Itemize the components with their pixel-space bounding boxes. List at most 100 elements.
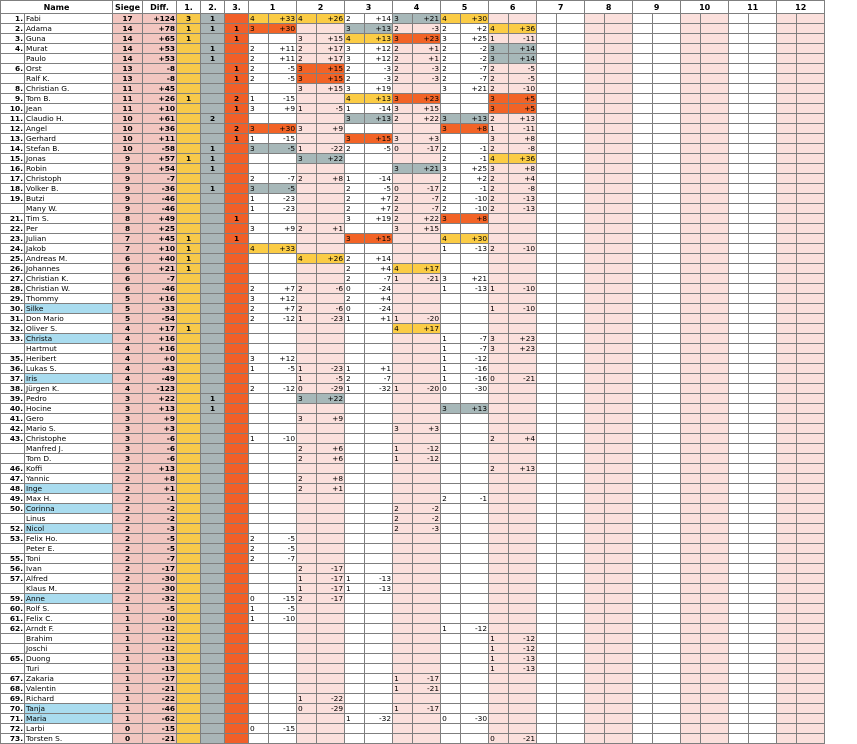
- diff-cell: +45: [142, 233, 178, 244]
- game-3-diff: -3: [364, 73, 394, 84]
- game-3-wins: 2: [344, 193, 366, 204]
- game-8-diff: [604, 323, 634, 334]
- game-12-wins: [776, 423, 798, 434]
- game-8-diff: [604, 343, 634, 354]
- game-10-diff: [700, 123, 730, 134]
- game-7-diff: [556, 733, 586, 744]
- first-place-count: [176, 183, 202, 194]
- game-9-diff: [652, 473, 682, 484]
- game-1-wins: 1: [248, 93, 270, 104]
- game-7-diff: [556, 203, 586, 214]
- game-2-wins: [296, 423, 318, 434]
- game-3-wins: 3: [344, 53, 366, 64]
- second-place-count: [200, 223, 226, 234]
- first-place-count: [176, 533, 202, 544]
- game-2-diff: [316, 273, 346, 284]
- game-11-wins: [728, 443, 750, 454]
- game-10-wins: [680, 153, 702, 164]
- game-5-diff: [460, 103, 490, 114]
- game-1-diff: [268, 213, 298, 224]
- wins-cell: 1: [112, 703, 144, 714]
- game-8-diff: [604, 393, 634, 404]
- game-3-wins: 3: [344, 113, 366, 124]
- table-row: 25. Andreas M. 6 +40 1 4 +26 2 +14: [0, 253, 826, 264]
- game-9-wins: [632, 303, 654, 314]
- game-9-wins: [632, 413, 654, 424]
- player-name: Christian W.: [23, 283, 114, 294]
- third-place-count: [224, 443, 250, 454]
- game-4-wins: 2: [392, 73, 414, 84]
- game-9-wins: [632, 43, 654, 54]
- game-8-diff: [604, 623, 634, 634]
- game-3-wins: 2: [344, 273, 366, 284]
- first-place-count: [176, 63, 202, 74]
- game-3-diff: +12: [364, 43, 394, 54]
- diff-cell: +40: [142, 253, 178, 264]
- game-9-diff: [652, 453, 682, 464]
- game-6-wins: 3: [488, 53, 510, 64]
- game-10-diff: [700, 623, 730, 634]
- player-name: Johannes: [23, 263, 114, 274]
- game-10-diff: [700, 103, 730, 114]
- game-1-diff: [268, 713, 298, 724]
- game-2-wins: 2: [296, 473, 318, 484]
- game-1-wins: [248, 393, 270, 404]
- game-12-wins: [776, 233, 798, 244]
- game-1-wins: 3: [248, 123, 270, 134]
- header-game-3: 3: [344, 0, 394, 14]
- player-name: Silke: [23, 303, 114, 314]
- game-12-diff: [796, 573, 826, 584]
- wins-cell: 2: [112, 583, 144, 594]
- game-10-wins: [680, 733, 702, 744]
- game-11-diff: [748, 373, 778, 384]
- game-7-diff: [556, 563, 586, 574]
- game-2-wins: [296, 433, 318, 444]
- game-6-wins: [488, 683, 510, 694]
- wins-cell: 11: [112, 83, 144, 94]
- game-4-diff: [412, 343, 442, 354]
- game-10-diff: [700, 343, 730, 354]
- game-9-diff: [652, 273, 682, 284]
- wins-cell: 10: [112, 143, 144, 154]
- game-8-wins: [584, 53, 606, 64]
- game-9-diff: [652, 703, 682, 714]
- third-place-count: 1: [224, 23, 250, 34]
- game-10-diff: [700, 283, 730, 294]
- header-game-4: 4: [392, 0, 442, 14]
- game-11-wins: [728, 493, 750, 504]
- first-place-count: [176, 43, 202, 54]
- game-6-diff: -11: [508, 123, 538, 134]
- game-6-wins: [488, 503, 510, 514]
- first-place-count: [176, 453, 202, 464]
- game-4-wins: 3: [392, 163, 414, 174]
- game-9-diff: [652, 213, 682, 224]
- table-row: Linus 2 -2 2 -2: [0, 513, 826, 524]
- diff-cell: +11: [142, 133, 178, 144]
- diff-cell: -30: [142, 583, 178, 594]
- game-7-wins: [536, 703, 558, 714]
- game-2-diff: [316, 553, 346, 564]
- game-6-wins: 3: [488, 93, 510, 104]
- game-2-wins: 3: [296, 393, 318, 404]
- player-name: Many W.: [23, 203, 114, 214]
- player-name: Valentin: [23, 683, 114, 694]
- game-4-diff: [412, 663, 442, 674]
- header-second-place: 2.: [200, 0, 226, 14]
- game-8-diff: [604, 273, 634, 284]
- game-2-wins: [296, 653, 318, 664]
- game-1-wins: [248, 263, 270, 274]
- header-game-10: 10: [680, 0, 730, 14]
- game-4-diff: +22: [412, 113, 442, 124]
- header-game-2: 2: [296, 0, 346, 14]
- game-5-diff: [460, 643, 490, 654]
- game-12-wins: [776, 63, 798, 74]
- game-4-wins: [392, 723, 414, 734]
- game-10-wins: [680, 683, 702, 694]
- game-9-diff: [652, 543, 682, 554]
- third-place-count: [224, 53, 250, 64]
- game-5-wins: 2: [440, 183, 462, 194]
- game-1-wins: 2: [248, 43, 270, 54]
- game-12-diff: [796, 703, 826, 714]
- table-row: 12. Angel 10 +36 2 3 +30 3 +9 3 +8 1 -11: [0, 123, 826, 134]
- game-2-wins: [296, 113, 318, 124]
